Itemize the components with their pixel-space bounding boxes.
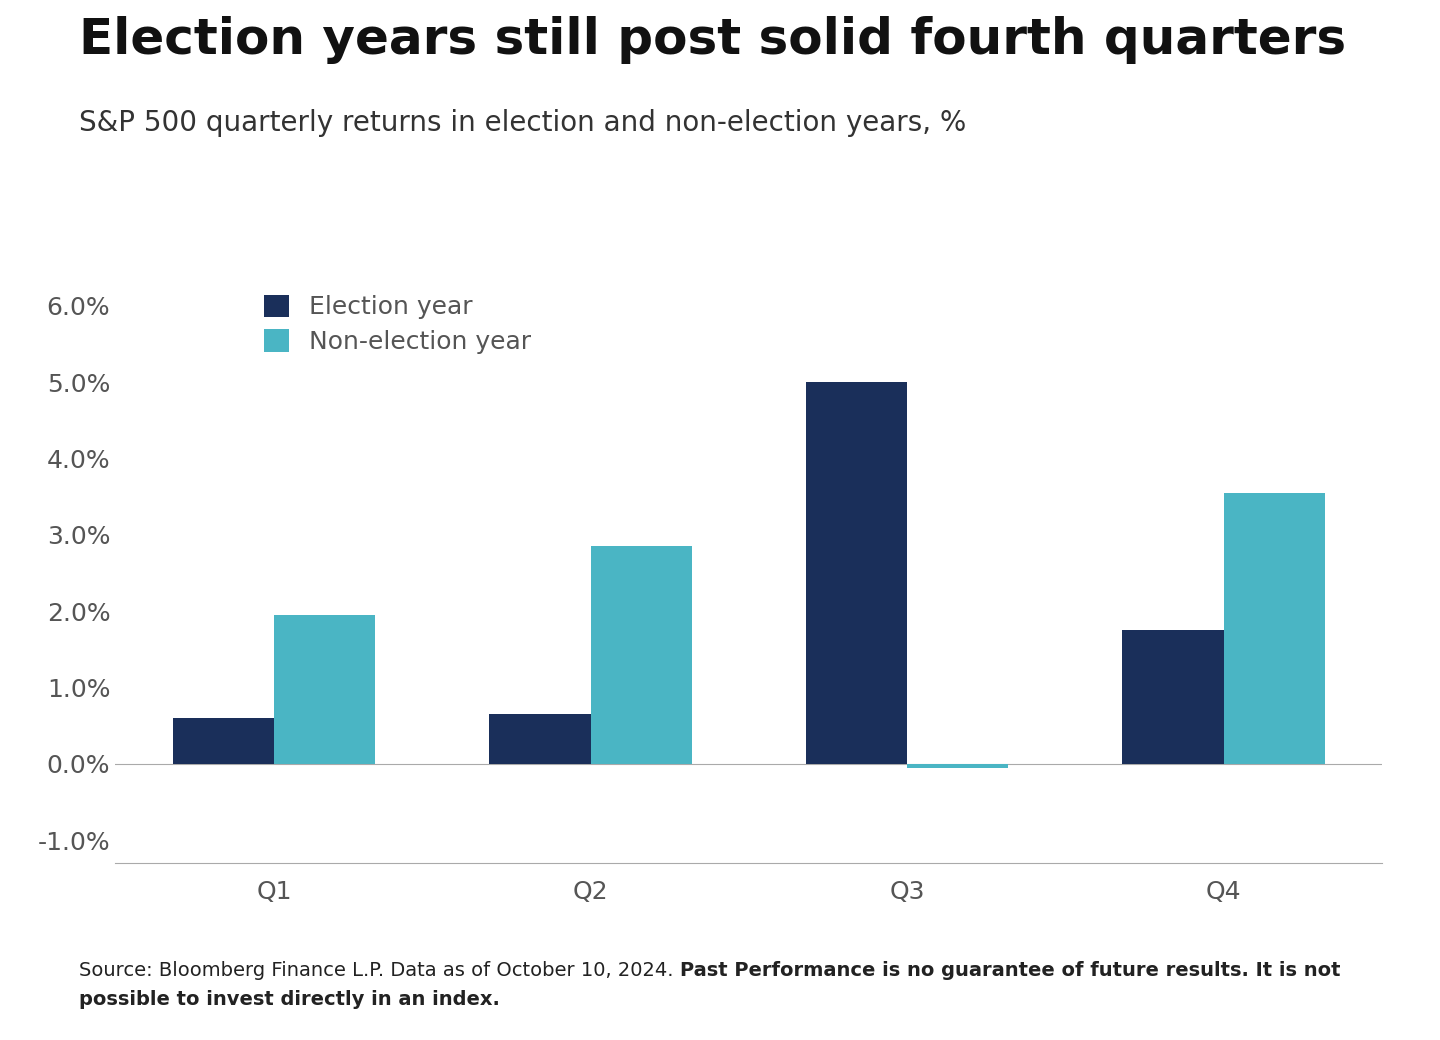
Bar (806, 382, 907, 764)
Bar (1224, 493, 1325, 764)
Bar (274, 615, 376, 764)
Text: S&P 500 quarterly returns in election and non-election years, %: S&P 500 quarterly returns in election an… (79, 109, 966, 137)
Bar (1122, 630, 1224, 764)
Bar (590, 546, 691, 764)
Bar (907, 764, 1008, 768)
Bar (490, 714, 590, 764)
Legend: Election year, Non-election year: Election year, Non-election year (255, 285, 541, 364)
Text: possible to invest directly in an index.: possible to invest directly in an index. (79, 990, 500, 1009)
Text: Past Performance is no guarantee of future results. It is not: Past Performance is no guarantee of futu… (680, 961, 1341, 980)
Bar (173, 719, 274, 764)
Text: Election years still post solid fourth quarters: Election years still post solid fourth q… (79, 16, 1346, 63)
Text: Source: Bloomberg Finance L.P. Data as of October 10, 2024.: Source: Bloomberg Finance L.P. Data as o… (79, 961, 680, 980)
